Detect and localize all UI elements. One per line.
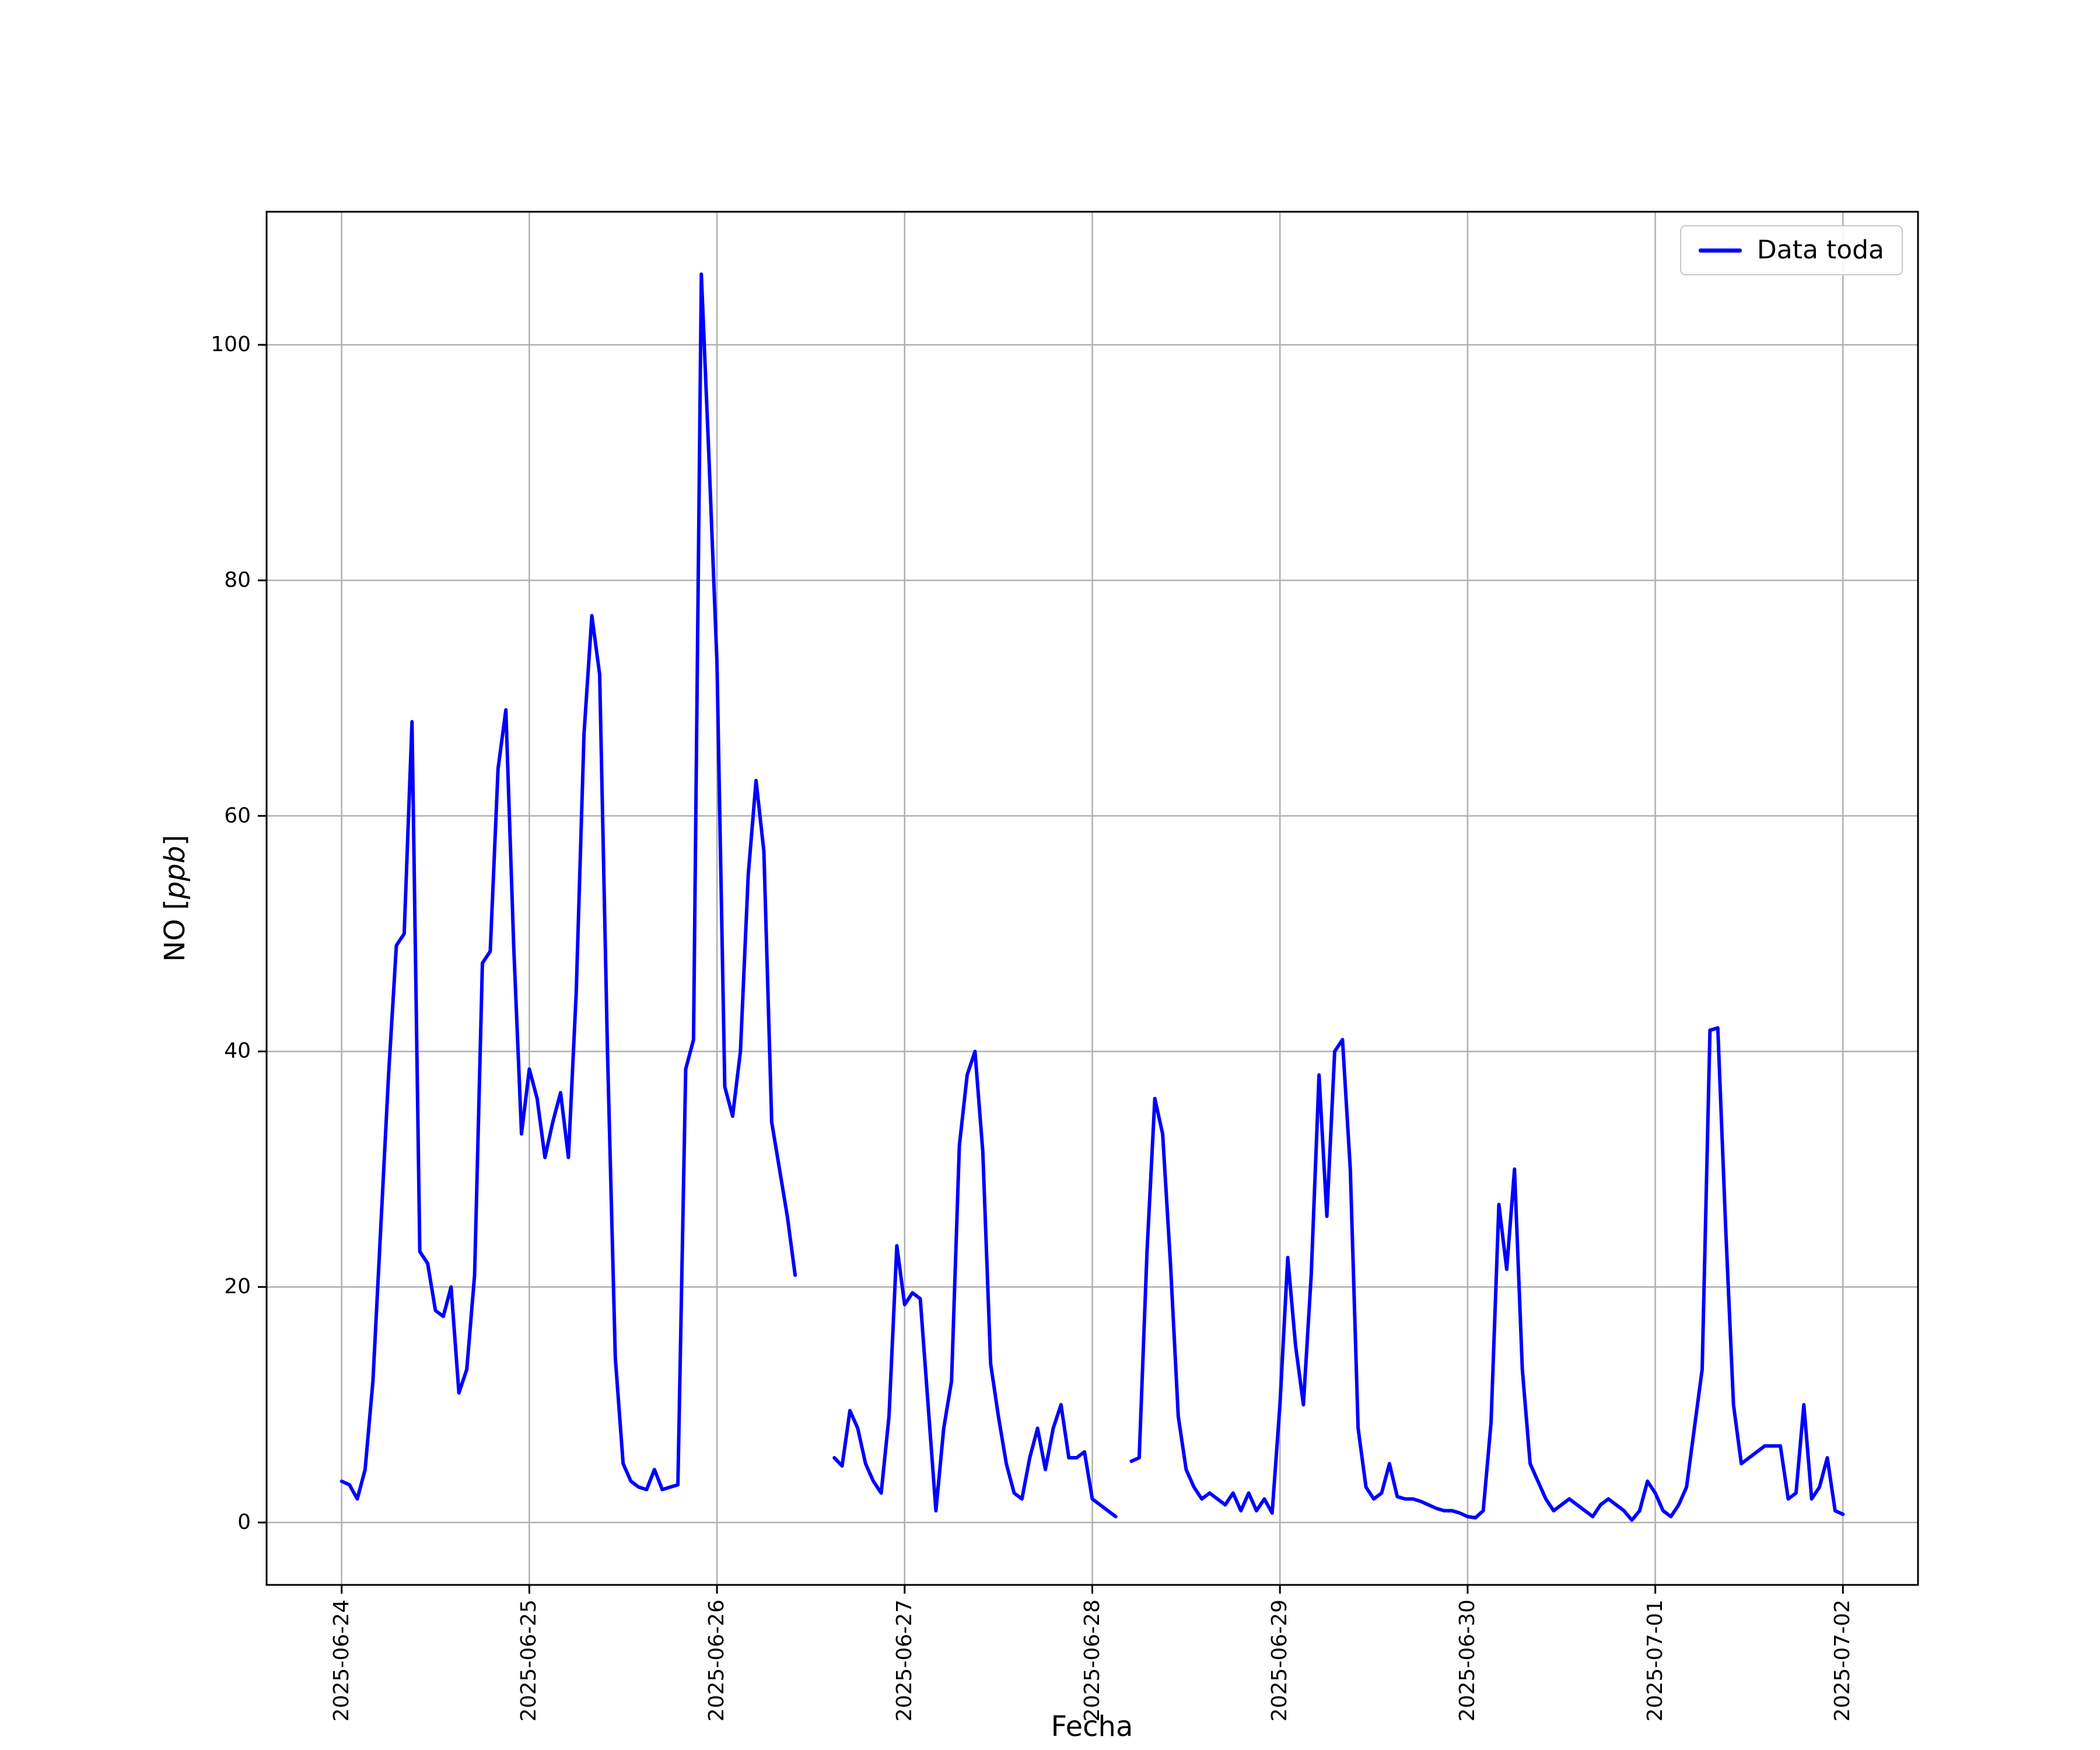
x-tick-label: 2025-06-30 — [1455, 1600, 1479, 1722]
y-tick-label: 20 — [224, 1275, 251, 1299]
y-tick-label: 80 — [224, 568, 251, 592]
y-axis-label: NO [ppb] — [158, 723, 192, 1073]
x-tick-label: 2025-06-27 — [892, 1600, 916, 1722]
legend-label: Data toda — [1756, 235, 1884, 265]
y-axis-label-suffix: ] — [159, 835, 191, 846]
y-tick-label: 60 — [224, 803, 251, 828]
x-tick-label: 2025-07-01 — [1643, 1600, 1667, 1722]
x-axis-label: Fecha — [1051, 1710, 1133, 1743]
y-tick-label: 40 — [224, 1039, 251, 1063]
x-tick-label: 2025-06-28 — [1080, 1600, 1104, 1722]
x-tick-label: 2025-06-29 — [1268, 1600, 1292, 1722]
y-tick-label: 0 — [237, 1510, 251, 1534]
y-axis-label-unit: ppb — [159, 845, 191, 900]
y-axis-label-prefix: NO [ — [159, 899, 191, 962]
x-tick-label: 2025-06-24 — [329, 1600, 354, 1722]
legend: Data toda — [1679, 225, 1903, 275]
y-tick-label: 100 — [211, 332, 251, 357]
legend-line-sample — [1698, 248, 1742, 253]
data-line — [340, 272, 1845, 1522]
x-tick-label: 2025-06-25 — [517, 1600, 541, 1722]
x-tick-label: 2025-07-02 — [1831, 1600, 1855, 1722]
x-tick-label: 2025-06-26 — [705, 1600, 729, 1722]
